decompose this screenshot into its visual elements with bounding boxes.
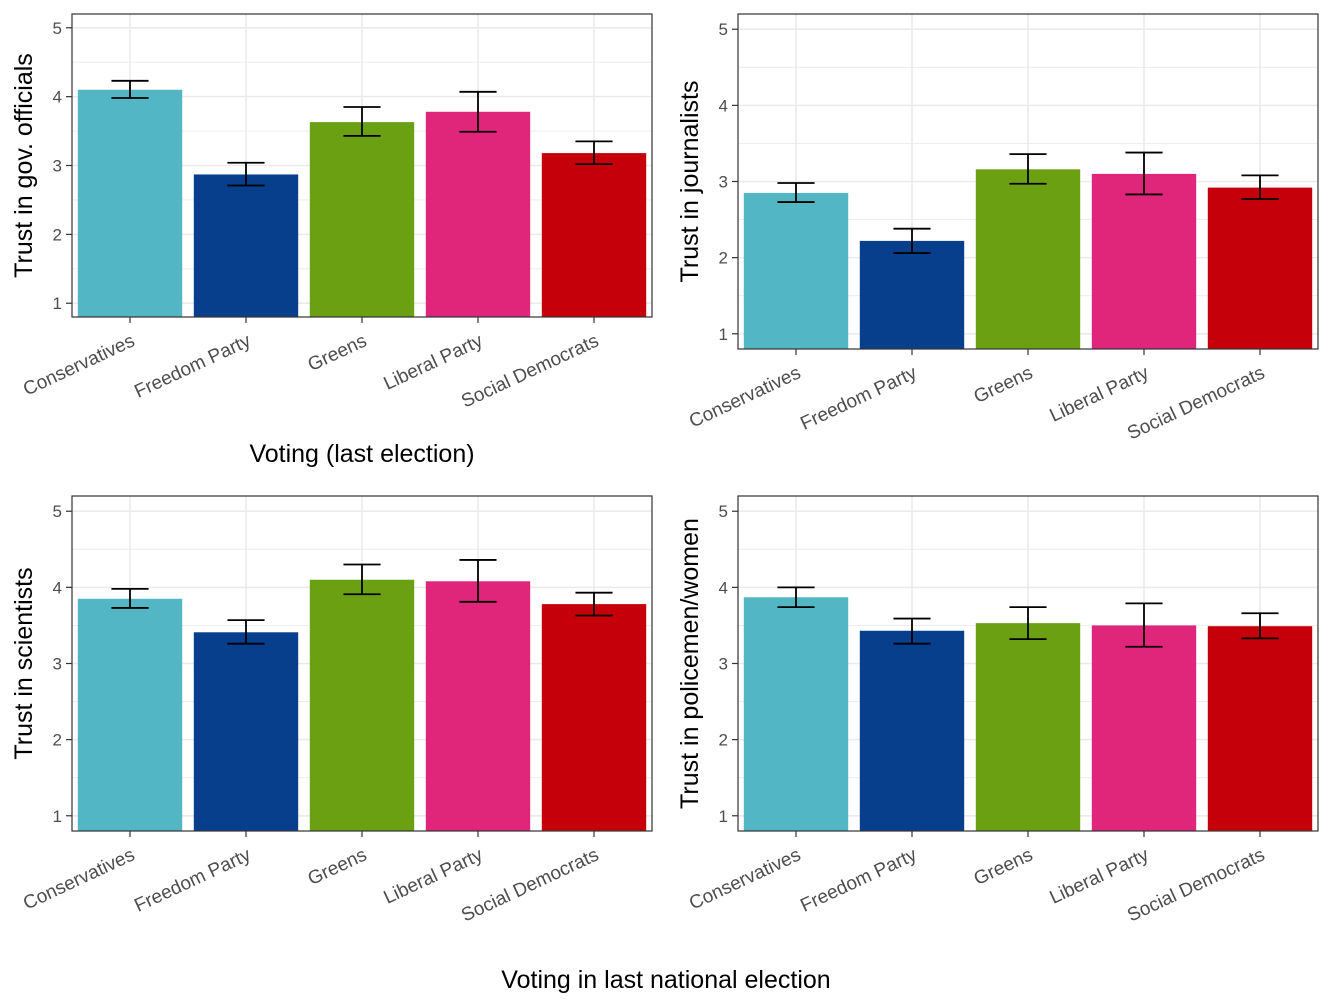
error-bar — [777, 586, 815, 609]
x-tick-label: Conservatives — [686, 844, 804, 914]
bar-conservatives — [77, 89, 183, 317]
bar-social-democrats — [1207, 187, 1313, 349]
x-tick-label: Freedom Party — [131, 844, 254, 916]
error-bar — [1125, 602, 1163, 648]
error-bar — [343, 563, 381, 596]
y-tick-label: 2 — [719, 249, 728, 268]
bar-greens — [309, 579, 415, 831]
bar-conservatives — [77, 598, 183, 831]
error-bar — [1009, 606, 1047, 641]
error-bar — [227, 161, 265, 187]
bar-liberal-party — [1091, 625, 1197, 831]
y-tick-label: 1 — [53, 807, 62, 826]
x-tick-label: Liberal Party — [1047, 844, 1153, 908]
y-tick-label: 5 — [53, 502, 62, 521]
y-tick-label: 5 — [719, 20, 728, 39]
error-bar — [575, 140, 613, 166]
y-tick-label: 4 — [53, 88, 62, 107]
x-tick-label: Greens — [305, 844, 370, 889]
bar-liberal-party — [1091, 173, 1197, 349]
x-tick-label: Conservatives — [686, 362, 804, 432]
bar-conservatives — [743, 597, 849, 831]
y-tick-label: 2 — [53, 225, 62, 244]
y-tick-label: 3 — [719, 655, 728, 674]
bar-freedom-party — [859, 240, 965, 349]
error-bar — [893, 617, 931, 645]
bar-social-democrats — [541, 604, 647, 831]
y-tick-label: 3 — [53, 655, 62, 674]
bar-greens — [975, 169, 1081, 349]
x-tick-label: Conservatives — [20, 844, 138, 914]
error-bar — [575, 591, 613, 617]
error-bar — [1125, 151, 1163, 196]
y-axis-title: Trust in policemen/women — [676, 518, 704, 809]
figure-x-axis-title: Voting in last national election — [501, 966, 830, 994]
y-axis-title: Trust in journalists — [676, 81, 704, 283]
y-tick-label: 5 — [53, 19, 62, 38]
y-tick-label: 1 — [719, 807, 728, 826]
bar-conservatives — [743, 192, 849, 349]
bar-liberal-party — [425, 111, 531, 317]
bar-freedom-party — [193, 174, 299, 317]
error-bar — [459, 90, 497, 133]
x-tick-label: Freedom Party — [797, 362, 920, 434]
y-tick-label: 1 — [719, 325, 728, 344]
error-bar — [111, 587, 149, 609]
x-tick-label: Greens — [305, 330, 370, 375]
y-axis-title: Trust in scientists — [10, 567, 38, 759]
error-bar — [1241, 612, 1279, 640]
x-tick-label: Freedom Party — [797, 844, 920, 916]
x-tick-label: Greens — [971, 362, 1036, 407]
y-tick-label: 4 — [719, 578, 728, 597]
y-tick-label: 3 — [53, 157, 62, 176]
y-tick-label: 1 — [53, 294, 62, 313]
error-bar — [459, 559, 497, 603]
y-tick-label: 4 — [719, 96, 728, 115]
x-tick-label: Conservatives — [20, 330, 138, 400]
error-bar — [1009, 153, 1047, 185]
x-tick-label: Freedom Party — [131, 330, 254, 402]
bar-freedom-party — [859, 630, 965, 831]
bar-social-democrats — [541, 153, 647, 317]
bar-freedom-party — [193, 632, 299, 831]
x-tick-label: Liberal Party — [1047, 362, 1153, 426]
x-tick-label: Greens — [971, 844, 1036, 889]
bar-social-democrats — [1207, 626, 1313, 831]
y-axis-title: Trust in gov. officials — [10, 53, 38, 278]
y-tick-label: 3 — [719, 173, 728, 192]
x-tick-label: Liberal Party — [381, 330, 487, 394]
error-bar — [1241, 174, 1279, 200]
y-tick-label: 2 — [53, 731, 62, 750]
error-bar — [893, 227, 931, 254]
bar-liberal-party — [425, 581, 531, 831]
bar-greens — [975, 623, 1081, 831]
error-bar — [227, 619, 265, 645]
x-axis-title: Voting (last election) — [249, 440, 474, 468]
y-tick-label: 2 — [719, 731, 728, 750]
error-bar — [343, 106, 381, 137]
y-tick-label: 5 — [719, 502, 728, 521]
y-tick-label: 4 — [53, 578, 62, 597]
x-tick-label: Liberal Party — [381, 844, 487, 908]
error-bar — [111, 79, 149, 99]
bar-greens — [309, 122, 415, 317]
error-bar — [777, 182, 815, 203]
